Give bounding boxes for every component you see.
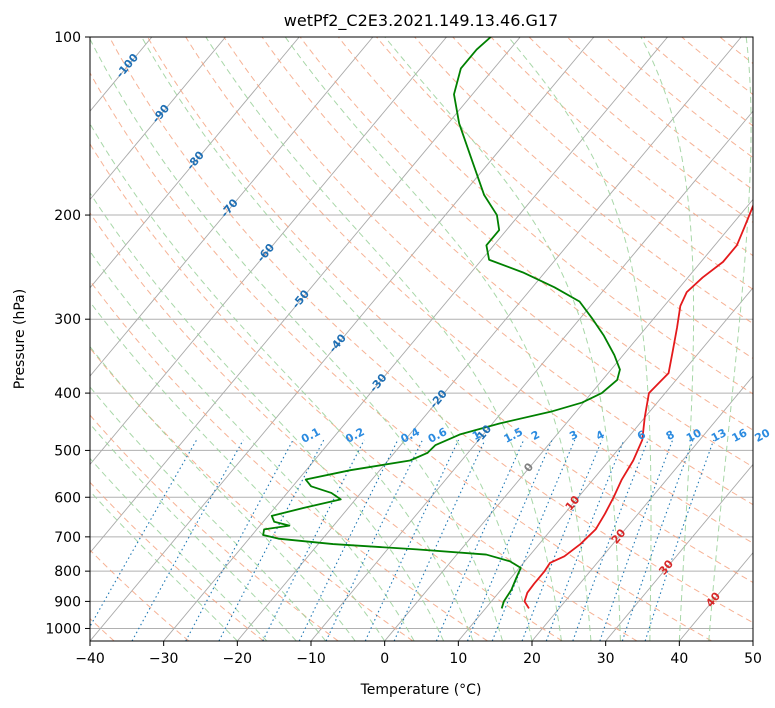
y-tick-label: 1000 (45, 621, 81, 637)
x-tick-label: 50 (744, 651, 762, 667)
mixing-ratio-line (644, 439, 715, 641)
isotherm-line (384, 198, 753, 641)
dry-adiabat (147, 37, 753, 583)
moist-adiabat (205, 37, 562, 641)
dry-adiabat (90, 143, 638, 641)
mixing-ratio-lines (90, 439, 715, 641)
isotherm-line (0, 37, 5, 641)
moist-adiabat (384, 37, 621, 641)
mixing-ratio-line (185, 439, 294, 641)
moist-adiabat (90, 490, 238, 641)
isotherm-line (752, 640, 753, 641)
dry-adiabat (758, 37, 775, 641)
isotherm-lines (0, 37, 753, 641)
moist-adiabat (708, 37, 752, 641)
axes: −40 −30 −20 −10 0 10 20 30 40 50 100 200 300 400 500 60… (45, 30, 762, 667)
mixing-ratio-line (262, 439, 365, 641)
y-tick-label: 600 (54, 490, 81, 506)
dry-adiabat (90, 212, 563, 641)
mixing-ratio-line (491, 439, 576, 641)
isotherm-line (90, 37, 595, 641)
mixing-ratio-line (521, 439, 603, 641)
isotherm-line (605, 463, 753, 641)
dry-adiabat (108, 37, 753, 624)
x-tick-label: −40 (75, 651, 105, 667)
moist-adiabat (90, 250, 415, 641)
x-tick-label: 20 (523, 651, 541, 667)
y-tick-label: 400 (54, 386, 81, 402)
isotherm-line (90, 37, 447, 466)
chart-title: wetPf2_C2E3.2021.149.13.46.G17 (284, 11, 558, 31)
isotherm-line (90, 37, 521, 554)
dry-adiabat (337, 37, 753, 395)
plot-area (90, 37, 753, 641)
x-tick-label: 0 (380, 651, 389, 667)
dry-adiabat (90, 481, 264, 641)
moist-adiabat (284, 37, 592, 641)
isotherm-line (90, 37, 226, 201)
moist-adiabat (90, 122, 474, 641)
isotherm-line (90, 37, 374, 377)
grid-lines (90, 37, 753, 629)
mixing-ratio-line (364, 439, 460, 641)
y-tick-label: 800 (54, 564, 81, 580)
profile-series (262, 37, 753, 609)
y-tick-label: 700 (54, 530, 81, 546)
dewpoint-line (262, 37, 621, 609)
moist-adiabat (90, 345, 356, 641)
dry-adiabat (376, 37, 753, 360)
isotherm-line (236, 37, 742, 641)
y-tick-label: 100 (54, 30, 81, 46)
x-tick-label: 10 (449, 651, 467, 667)
dry-adiabat (90, 280, 488, 641)
moist-adiabat (141, 37, 533, 641)
mixing-ratio-line (298, 439, 399, 641)
dry-adiabat (528, 37, 753, 224)
moist-adiabat (90, 301, 386, 641)
mixing-ratio-line (466, 439, 553, 641)
temperature-line (523, 203, 753, 609)
y-tick-label: 900 (54, 594, 81, 610)
x-tick-label: −10 (296, 651, 326, 667)
plot-background (90, 37, 753, 641)
isotherm-line (90, 37, 300, 289)
mixing-ratio-line (393, 439, 486, 641)
dry-adiabat-lines (90, 37, 775, 641)
mixing-ratio-line (325, 439, 424, 641)
moist-adiabat (90, 386, 327, 641)
dry-adiabat (90, 71, 712, 641)
x-tick-label: −30 (149, 651, 179, 667)
y-tick-label: 500 (54, 443, 81, 459)
dry-adiabat (566, 37, 753, 191)
dry-adiabat (605, 37, 753, 159)
x-tick-label: 30 (597, 651, 615, 667)
mixing-ratio-line (218, 439, 325, 641)
moist-adiabat (90, 192, 445, 641)
mixing-ratio-label: 10 (684, 426, 704, 445)
moist-adiabat (640, 37, 695, 641)
isotherm-line (163, 37, 668, 641)
y-axis-title: Pressure (hPa) (12, 289, 28, 389)
moist-adiabat (90, 423, 297, 641)
x-tick-label: −20 (223, 651, 253, 667)
dry-adiabat (414, 37, 753, 325)
dry-adiabat (261, 37, 753, 468)
plot-frame (89, 36, 754, 642)
mixing-ratio-label: 20 (753, 426, 773, 445)
y-tick-label: 300 (54, 312, 81, 328)
x-tick-label: 40 (670, 651, 688, 667)
moist-adiabat (507, 37, 652, 641)
dry-adiabat (299, 37, 753, 431)
mixing-ratio-line (435, 439, 525, 641)
mixing-ratio-label: 13 (709, 426, 729, 445)
moist-adiabat (90, 38, 504, 641)
mixing-ratio-label: 16 (730, 426, 750, 445)
dry-adiabat (185, 37, 753, 544)
moist-adiabat-lines (90, 37, 752, 641)
x-axis-title: Temperature (°C) (360, 682, 482, 698)
dry-adiabat (223, 37, 753, 506)
y-tick-label: 200 (54, 208, 81, 224)
